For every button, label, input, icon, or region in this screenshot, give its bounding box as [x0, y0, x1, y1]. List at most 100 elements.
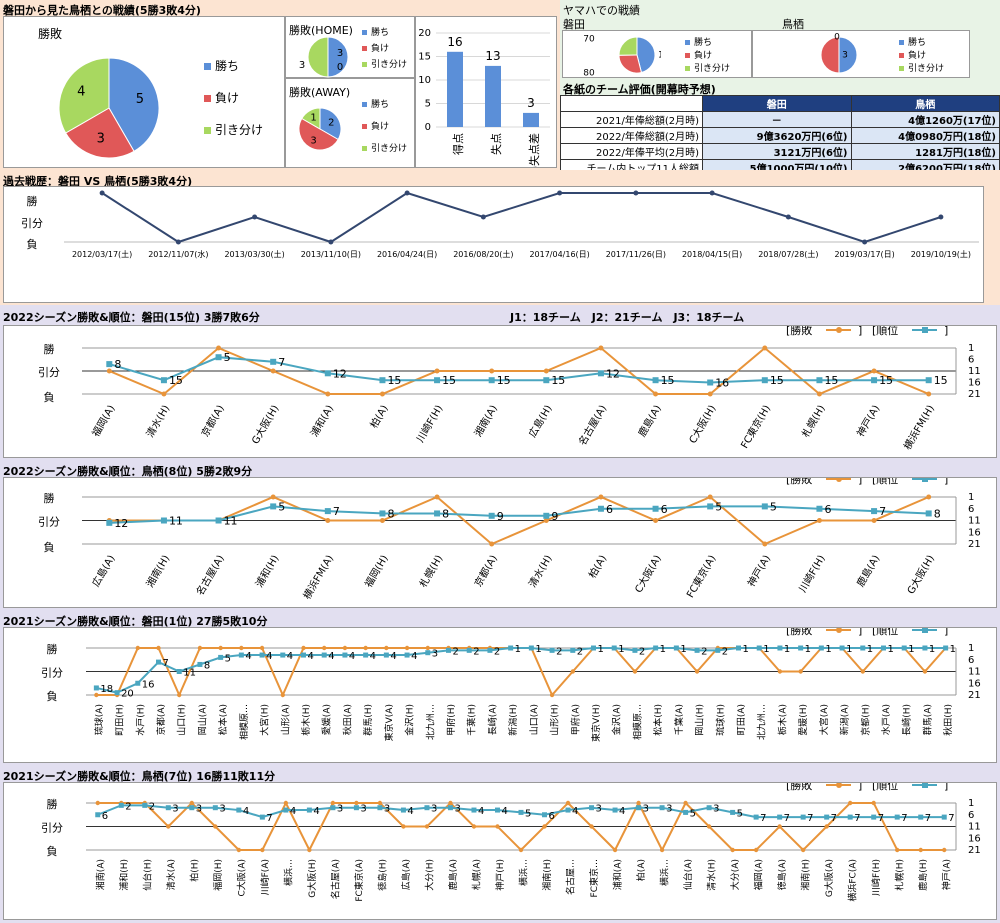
rank-point — [135, 680, 141, 686]
result-point — [543, 518, 549, 523]
season-x-label: 川崎F(H) — [796, 552, 828, 594]
season-x-label: 甲府(H) — [445, 704, 457, 736]
season-x-label: 相模原… — [631, 704, 643, 740]
rank-data-label: 2 — [125, 801, 131, 812]
rank-data-label: 1 — [929, 644, 935, 655]
season-x-label: 名古屋(A) — [329, 859, 341, 899]
rank-data-label: 1 — [743, 644, 749, 655]
bar-y-tick: 10 — [418, 75, 431, 86]
rank-point — [236, 807, 242, 813]
season-x-label: 新潟(A) — [839, 704, 851, 735]
rank-data-label: 7 — [879, 505, 886, 518]
season-x-label: 水戸(A) — [880, 704, 892, 735]
evaluation-tosu-value: 4億1260万(17位) — [850, 111, 1000, 128]
rank-data-label: 4 — [290, 806, 296, 817]
rank-data-label: 7 — [901, 813, 907, 824]
history-point — [328, 239, 334, 245]
legend-swatch — [362, 30, 367, 35]
history-point — [404, 190, 410, 196]
rank-point — [447, 805, 453, 811]
rank-data-label: 1 — [515, 644, 521, 655]
pie-slice — [65, 107, 135, 159]
result-point — [166, 824, 171, 829]
pie-data-label: 2 — [328, 118, 334, 129]
rank-point — [761, 377, 768, 384]
season-x-label: 柏(A) — [367, 402, 391, 430]
legend-swatch — [204, 95, 211, 102]
rank-data-label: 2 — [701, 646, 707, 657]
rank-data-label: 7 — [784, 813, 790, 824]
yamaha-iwata-label: 磐田 — [563, 18, 585, 31]
rank-data-label: 5 — [224, 351, 231, 364]
rank-point — [565, 807, 571, 813]
rank-data-label: 15 — [169, 374, 183, 387]
result-point — [301, 645, 306, 651]
season-x-label: 金沢(H) — [404, 704, 416, 736]
yamaha-title: ヤマハでの戦績 — [563, 4, 640, 17]
rank-point — [494, 807, 500, 813]
rank-point — [673, 645, 679, 651]
legend-label-rank: [順位 — [872, 478, 898, 486]
bar-data-label: 3 — [527, 96, 535, 110]
season-x-label: 町田(A) — [736, 704, 747, 735]
result-line — [109, 495, 930, 546]
result-point — [239, 645, 244, 651]
season-x-label: 千葉(H) — [466, 704, 478, 736]
rank-data-label: 6 — [606, 503, 613, 516]
legend-entry: 勝ち — [899, 35, 926, 48]
legend-close-wl: ] — [858, 628, 862, 637]
rank-tick: 6 — [968, 355, 974, 366]
rank-data-label: 8 — [114, 358, 121, 371]
result-point — [922, 669, 928, 674]
season-x-label: 柏(H) — [188, 859, 200, 882]
season-x-label: 横浜FM(A) — [300, 552, 336, 601]
rank-data-label: 4 — [370, 651, 376, 662]
rank-tick: 1 — [968, 343, 974, 354]
rank-data-label: 4 — [266, 651, 272, 662]
rank-point — [446, 647, 451, 653]
history-point — [785, 214, 791, 220]
legend-swatch — [362, 146, 367, 151]
rank-point — [871, 508, 878, 515]
evaluation-iwata-value: － — [702, 111, 852, 128]
pie-slice — [58, 57, 110, 134]
legend-swatch — [362, 124, 367, 129]
season-x-label: FC東京(A) — [683, 552, 718, 600]
season-x-label: 長崎(A) — [486, 704, 498, 735]
result-point — [218, 645, 223, 651]
rank-point — [215, 517, 222, 524]
rank-data-label: 7 — [163, 658, 169, 669]
rank-point — [118, 802, 124, 808]
result-point — [730, 847, 735, 853]
season-x-label: FC東京(H) — [738, 402, 773, 450]
rank-data-label: 8 — [204, 660, 210, 671]
rank-point — [301, 652, 306, 658]
result-point — [753, 847, 759, 853]
season-x-label: 大分(A) — [729, 859, 741, 890]
history-point — [862, 239, 868, 245]
season-x-label: 横浜… — [282, 859, 294, 886]
history-date-label: 2017/04/16(日) — [529, 250, 589, 259]
evaluation-title: 各紙のチーム評価(開幕時予想) — [563, 83, 716, 96]
season-x-label: 山形(A) — [279, 704, 291, 735]
rank-point — [160, 377, 167, 384]
history-point — [633, 190, 639, 196]
season-x-label: 徳島(H) — [376, 859, 388, 891]
rank-point — [901, 645, 907, 651]
bar-x-label: 得点 — [452, 133, 465, 155]
rank-tick: 6 — [968, 810, 974, 821]
rank-data-label: 8 — [442, 507, 449, 520]
result-point — [942, 847, 947, 853]
season-chart-box-1: [勝敗] [順位] 勝引分負 1 6 11 16 21 8 15 5 7 12 15 15 15 15 12 15 1… — [3, 325, 997, 458]
season-x-label: 横浜… — [659, 859, 671, 886]
legend-marker-rank — [922, 327, 928, 333]
history-date-label: 2012/11/07(水) — [148, 249, 208, 259]
legend-label: 勝ち — [694, 38, 713, 48]
result-point — [424, 824, 430, 829]
history-date-label: 2018/07/28(土) — [758, 249, 818, 259]
rank-point — [377, 805, 383, 811]
season-x-label: 清水(H) — [706, 859, 718, 891]
away-pie-title: 勝敗(AWAY) — [289, 86, 351, 99]
result-point — [632, 669, 638, 674]
